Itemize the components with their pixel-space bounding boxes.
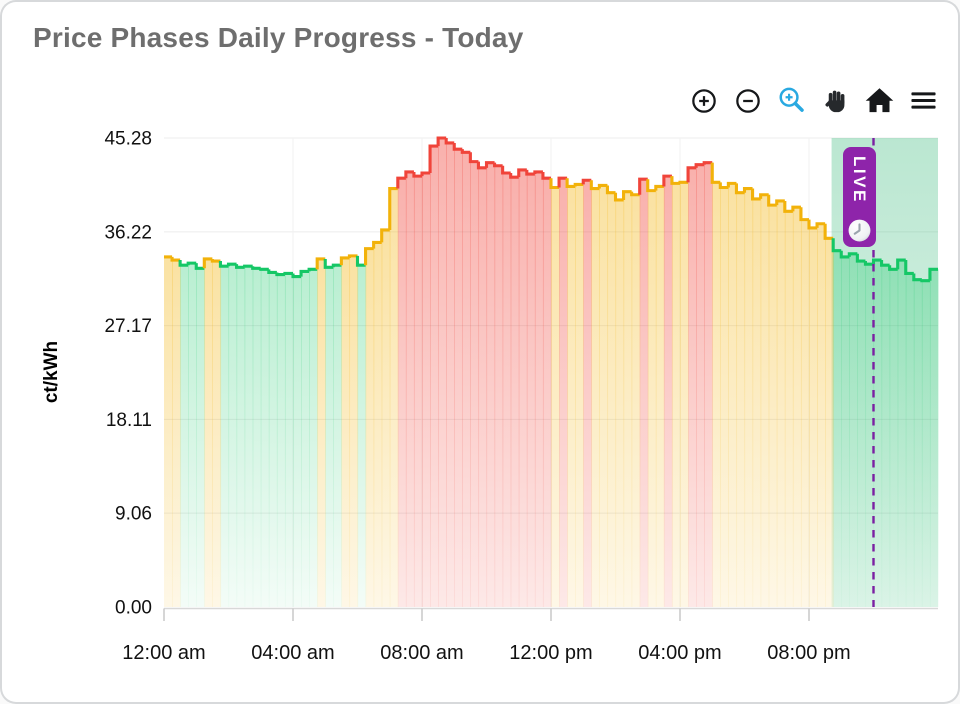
svg-text:18.11: 18.11 (106, 410, 152, 431)
x-axis-ticks (163, 608, 810, 621)
box-zoom-button[interactable] (776, 85, 807, 116)
zoom-out-button[interactable] (732, 85, 763, 116)
reset-home-button[interactable] (864, 85, 895, 116)
chart-toolbar (688, 85, 939, 116)
pan-hand-icon (825, 90, 844, 112)
plot-area[interactable] (164, 138, 938, 607)
svg-text:08:00 am: 08:00 am (380, 642, 463, 664)
menu-button[interactable] (908, 85, 939, 116)
svg-text:08:00 pm: 08:00 pm (767, 642, 850, 664)
zoom-out-icon (735, 88, 760, 113)
svg-text:0.00: 0.00 (115, 598, 152, 619)
live-badge: LIVE (843, 147, 876, 247)
phase-area-fills (164, 138, 939, 608)
pan-button[interactable] (820, 85, 851, 116)
svg-text:9.06: 9.06 (115, 504, 152, 525)
box-zoom-icon (779, 87, 804, 112)
chart-title: Price Phases Daily Progress - Today (33, 22, 524, 53)
svg-text:12:00 am: 12:00 am (122, 642, 205, 664)
menu-icon (911, 92, 936, 109)
clock-icon (848, 219, 871, 242)
svg-text:45.28: 45.28 (104, 129, 152, 150)
svg-text:12:00 pm: 12:00 pm (509, 642, 592, 664)
zoom-in-icon (691, 88, 716, 113)
home-icon (865, 88, 894, 113)
x-tick-labels: 12:00 am 04:00 am 08:00 am 12:00 pm 04:00 pm… (122, 642, 850, 664)
svg-text:04:00 am: 04:00 am (251, 642, 334, 664)
zoom-in-button[interactable] (688, 85, 719, 116)
y-axis-title: ct/kWh (41, 341, 62, 403)
price-step-line (164, 136, 938, 283)
y-tick-labels: 0.00 9.06 18.11 27.17 36.22 45.28 (104, 129, 152, 619)
svg-text:27.17: 27.17 (104, 316, 152, 337)
svg-text:04:00 pm: 04:00 pm (638, 642, 721, 664)
live-badge-label: LIVE (850, 156, 869, 204)
svg-text:36.22: 36.22 (104, 222, 152, 243)
